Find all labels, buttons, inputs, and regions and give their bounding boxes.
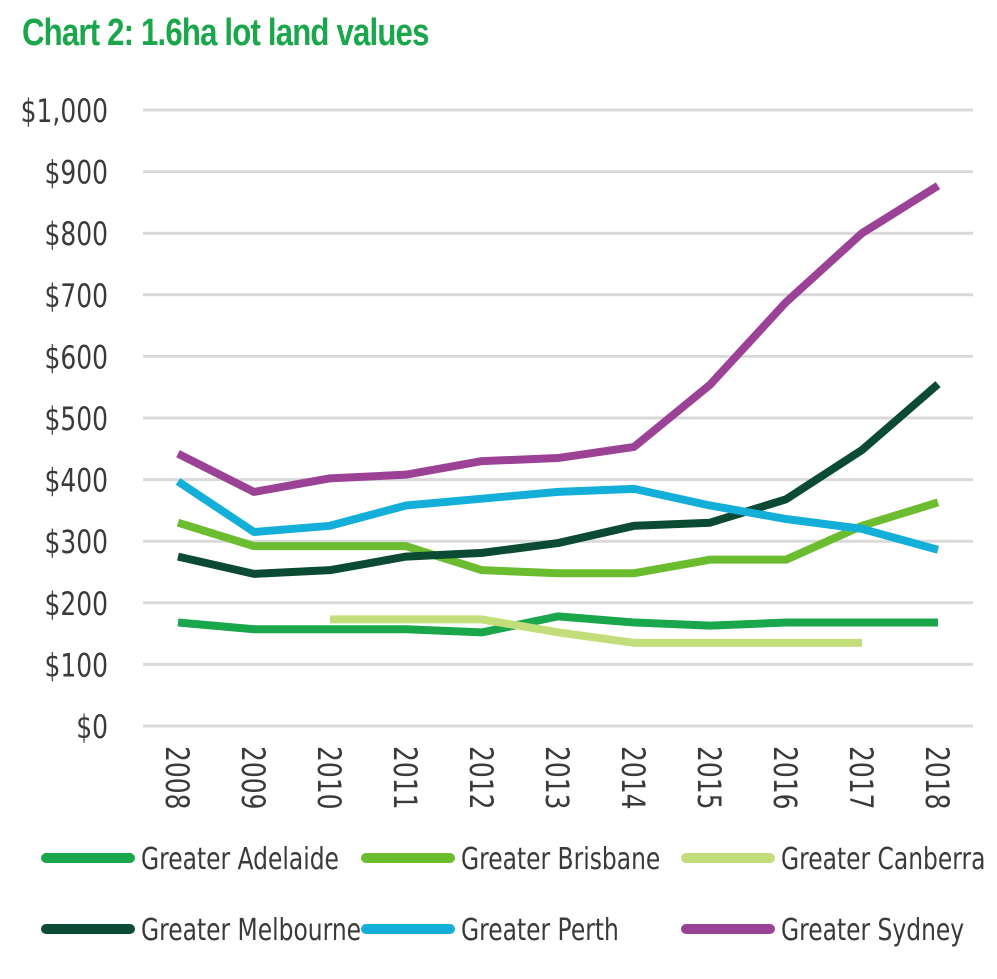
gridlines [143, 108, 973, 728]
x-tick-label: 2016 [766, 746, 804, 810]
series-line [177, 612, 938, 637]
x-tick-label: 2014 [614, 746, 652, 810]
series-line [176, 182, 941, 496]
legend: Greater Adelaide Greater Brisbane Greater … [41, 842, 985, 948]
x-tick-label: 2013 [538, 746, 576, 810]
chart-title: Chart 2: 1.6ha lot land values [22, 12, 429, 54]
series-line [175, 478, 940, 554]
x-tick-label: 2017 [842, 746, 880, 810]
y-tick-label: $600 [44, 338, 108, 376]
legend-label: Greater Brisbane [461, 842, 660, 877]
y-tick-label: $1,000 [21, 92, 108, 130]
y-tick-label: $900 [44, 153, 108, 191]
legend-label: Greater Adelaide [141, 842, 339, 877]
y-tick-label: $200 [44, 585, 108, 623]
x-axis-ticks: 2008 2009 2010 2011 2012 2013 2014 2015 2016 2017… [158, 746, 956, 810]
legend-label: Greater Sydney [781, 913, 964, 948]
series-line [176, 498, 940, 578]
y-tick-label: $400 [44, 461, 108, 499]
x-tick-label: 2011 [386, 746, 424, 810]
x-tick-label: 2018 [918, 746, 956, 810]
x-tick-label: 2012 [462, 746, 500, 810]
series-line [330, 615, 862, 647]
y-tick-label: $0 [76, 708, 108, 746]
y-tick-label: $100 [44, 646, 108, 684]
x-tick-label: 2010 [310, 746, 348, 810]
y-tick-label: $300 [44, 523, 108, 561]
x-tick-label: 2009 [234, 746, 272, 810]
series-line [177, 381, 941, 578]
legend-label: Greater Canberra [781, 842, 985, 877]
y-tick-label: $800 [44, 215, 108, 253]
legend-label: Greater Melbourne [141, 913, 361, 948]
series-lines [175, 182, 941, 647]
y-tick-label: $700 [44, 277, 108, 315]
x-tick-label: 2008 [158, 746, 196, 810]
y-tick-label: $500 [44, 400, 108, 438]
x-tick-label: 2015 [690, 746, 728, 810]
y-axis-ticks: $0 $100 $200 $300 $400 $500 $600 $700 $800 $900 $1… [21, 92, 108, 746]
legend-label: Greater Perth [461, 913, 619, 948]
